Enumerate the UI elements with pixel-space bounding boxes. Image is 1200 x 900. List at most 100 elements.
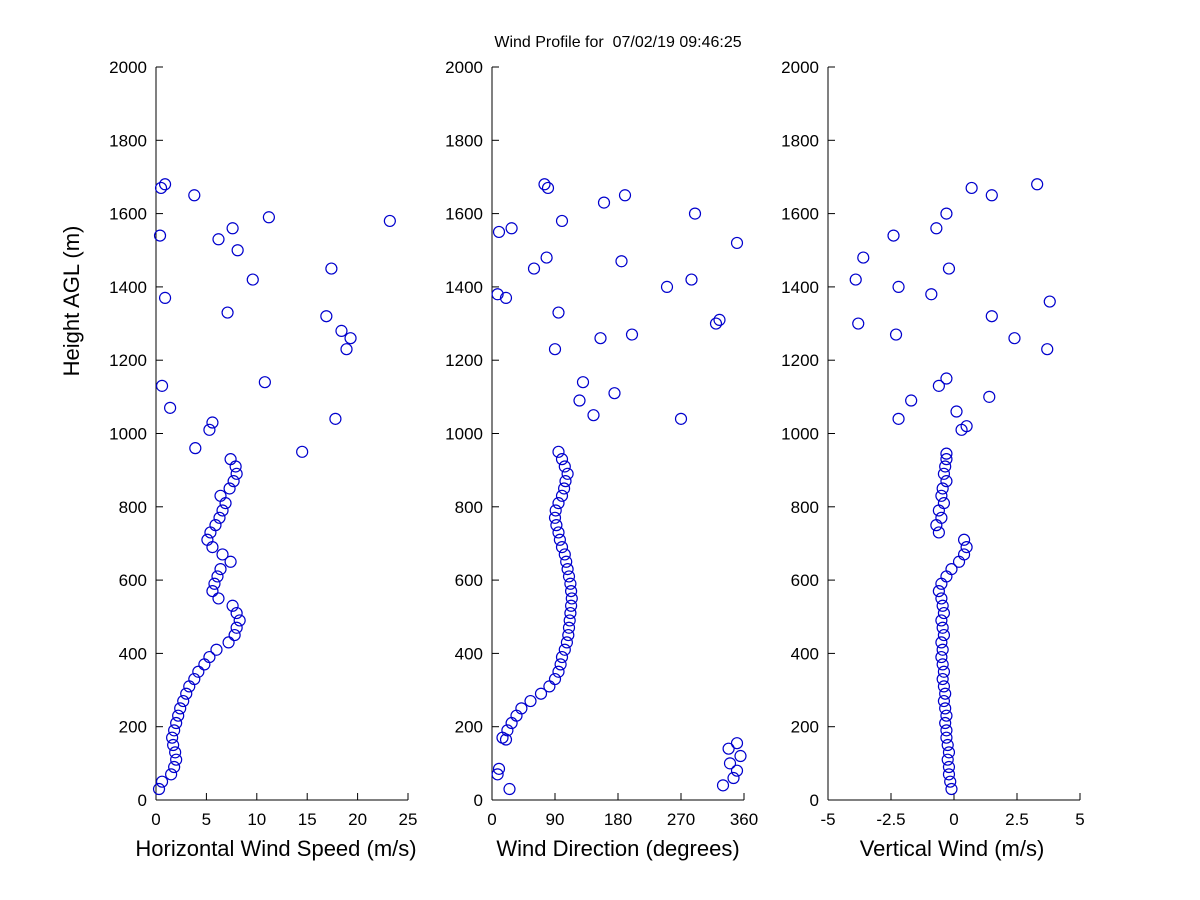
x-tick-label: 20 [348,810,367,829]
y-tick-label: 200 [455,718,483,737]
scatter-point [548,343,562,356]
scatter-point [183,680,196,693]
scatter-point [555,453,569,466]
scatter-point [734,749,747,763]
scatter-point [576,376,590,389]
scatter-point [552,497,565,510]
scatter-point [212,233,225,246]
y-tick-label: 600 [119,571,147,590]
x-axis-label-horizontal-wind-speed: Horizontal Wind Speed (m/s) [135,836,417,861]
scatter-point [552,526,565,539]
scatter-point [925,288,938,301]
scatter-point [153,229,167,242]
x-tick-label: 25 [399,810,418,829]
scatter-point [230,621,243,634]
scatter-point [957,533,971,546]
scatter-point [709,317,723,330]
scatter-point [203,650,216,664]
scatter-point [930,519,943,532]
x-tick-label: 360 [730,810,758,829]
scatter-point [935,614,948,627]
scatter-point [937,694,951,708]
y-tick-label: 1600 [109,205,147,224]
scatter-point [945,563,958,576]
scatter-point [152,782,166,796]
y-tick-label: 200 [119,718,147,737]
scatter-point [940,709,953,722]
scatter-point [940,447,953,460]
scatter-point [1031,178,1044,191]
x-axis-label-vertical-wind: Vertical Wind (m/s) [859,836,1045,861]
scatter-point [857,251,870,264]
scatter-point [231,244,244,257]
scatter-point [505,222,518,235]
scatter-point [557,482,571,495]
scatter-point [552,665,565,678]
y-tick-label: 2000 [445,58,483,77]
scatter-point [935,489,948,502]
scatter-point [198,658,211,671]
scatter-point [211,570,224,583]
scatter-point [615,255,628,268]
scatter-point [172,709,185,722]
scatter-point [562,628,575,642]
scatter-point [558,460,571,473]
scatter-point [515,702,528,715]
y-tick-label: 400 [455,644,483,663]
scatter-point [180,687,193,700]
y-tick-label: 0 [138,791,147,810]
scatter-point [320,310,333,323]
scatter-point [935,511,948,524]
scatter-point [383,214,396,228]
subplot-2: 0 200 400 600 800 1000 1200 1400 1600 1800 2000 -5 -… [781,58,1085,829]
scatter-point [340,343,353,356]
y-tick-label: 800 [791,498,819,517]
scatter-point [226,599,239,612]
y-tick-label: 1200 [445,351,483,370]
scatter-point [560,555,573,568]
scatter-point [155,379,169,392]
scatter-point [555,489,569,502]
scatter-point [950,405,963,418]
scatter-point [188,189,201,202]
scatter-point [177,694,190,708]
scatter-point [558,548,571,561]
scatter-point [887,229,900,242]
scatter-point [849,273,862,286]
scatter-point [561,563,574,576]
scatter-point [852,317,865,330]
scatter-point [723,757,737,770]
x-tick-label: 0 [949,810,958,829]
scatter-point [189,442,202,455]
scatter-point [344,332,357,345]
y-tick-label: 1000 [781,425,819,444]
scatter-point [597,196,611,209]
y-tick-label: 400 [119,644,147,663]
scatter-point [227,475,240,488]
scatter-point [559,475,572,488]
x-axis-label-wind-direction: Wind Direction (degrees) [496,836,740,861]
scatter-point [939,687,952,700]
scatter-point [942,760,956,774]
scatter-point [608,387,621,400]
y-tick-label: 1200 [781,351,819,370]
scatter-point [936,482,949,495]
scatter-point [169,746,182,759]
scatter-point [166,731,179,744]
scatter-point [716,779,730,792]
scatter-point [158,178,172,191]
scatter-point [541,181,555,195]
scatter-point [713,313,726,326]
y-tick-label: 1600 [445,205,483,224]
scatter-point [674,412,688,425]
y-tick-label: 600 [791,571,819,590]
scatter-point [296,445,309,458]
y-tick-label: 1200 [109,351,147,370]
scatter-point [230,467,243,480]
scatter-point [560,636,574,649]
scatter-point [221,306,234,319]
scatter-point [935,636,948,649]
x-tick-label: 10 [247,810,266,829]
scatter-point [325,262,338,275]
x-tick-label: 270 [667,810,695,829]
